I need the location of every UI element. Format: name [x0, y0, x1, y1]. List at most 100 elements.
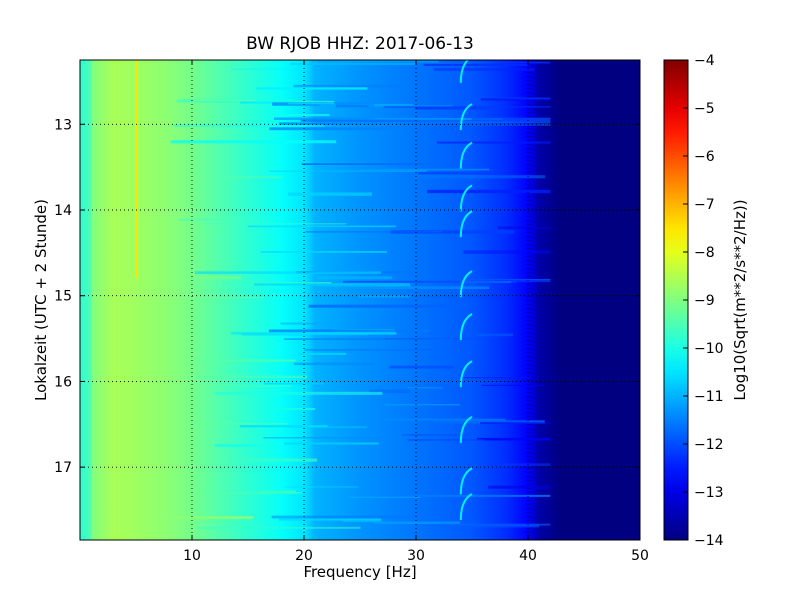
- spectrogram-streak: [390, 230, 515, 234]
- y-tick-label: 17: [54, 460, 72, 476]
- y-tick-label: 15: [54, 289, 72, 305]
- spectrogram-streak: [369, 389, 410, 394]
- drifting-tone-segment: [459, 493, 473, 521]
- spectrogram-streak: [348, 496, 421, 498]
- colorbar: −4 −5 −6 −7 −8 −9 −10 −11 −12 −13 −14 Log10(Sqrt(m…: [663, 53, 749, 549]
- colorbar-tick-label: −13: [694, 485, 724, 501]
- spectrogram-streak: [298, 352, 346, 355]
- spectrogram-streak: [280, 322, 339, 325]
- spectrogram-streak: [285, 486, 358, 488]
- spectrogram-streak: [195, 271, 382, 274]
- colorbar-tick-label: −14: [694, 533, 724, 549]
- spectrogram-streak: [279, 114, 330, 116]
- spectrogram-streak: [195, 375, 308, 379]
- spectrogram-streak: [401, 494, 551, 497]
- spectrogram-streak: [423, 64, 529, 66]
- spectrogram-streak: [269, 127, 404, 131]
- spectrogram-streak: [277, 407, 316, 410]
- spectrogram-streak: [247, 225, 396, 228]
- spectrogram-streak: [384, 404, 460, 406]
- spectrogram-streak: [342, 520, 382, 523]
- x-axis-label: Frequency [Hz]: [303, 563, 416, 581]
- low-frequency-edge: [80, 60, 92, 540]
- colorbar-tick-label: −4: [694, 53, 715, 69]
- narrow-spectral-line: [135, 60, 137, 279]
- spectrogram-streak: [263, 437, 402, 439]
- spectrogram-streak: [367, 105, 453, 107]
- drifting-tone-segment: [459, 60, 470, 83]
- spectrogram-streak: [407, 439, 485, 441]
- drifting-tone-segment: [459, 141, 473, 169]
- spectrogram-streak: [222, 282, 332, 284]
- spectrogram-streak: [437, 141, 551, 144]
- spectrogram-streak: [358, 295, 410, 298]
- spectrogram-streak: [178, 218, 222, 221]
- spectrogram-streak: [480, 98, 551, 101]
- spectrogram-streak: [432, 420, 545, 424]
- spectrogram-streak: [268, 329, 430, 333]
- spectrogram-streak: [438, 523, 551, 526]
- spectrogram-streak: [271, 515, 444, 519]
- spectrogram-streak: [301, 163, 443, 165]
- colorbar-tick-label: −11: [694, 389, 724, 405]
- spectrogram-streak: [197, 526, 361, 529]
- spectrogram-streak: [317, 285, 411, 288]
- spectrogram-streak: [225, 176, 283, 179]
- spectrogram-streak: [258, 490, 296, 493]
- y-tick-label: 16: [54, 374, 72, 390]
- spectrogram-streak: [317, 276, 393, 280]
- spectrogram-streak: [204, 223, 347, 225]
- spectrogram-streak: [389, 365, 454, 369]
- y-axis-ticks: 13 14 15 16 17: [54, 117, 640, 476]
- spectrogram-streak: [418, 171, 500, 175]
- spectrogram-streak: [187, 297, 265, 299]
- x-tick-label: 20: [295, 548, 313, 564]
- spectrogram-streak: [462, 279, 551, 281]
- plot-area: [79, 59, 641, 541]
- spectrogram-streak: [288, 192, 372, 196]
- spectrogram-streak: [231, 331, 397, 335]
- plot-frame: [79, 59, 641, 541]
- spectrogram-streak: [254, 283, 411, 286]
- spectrogram-streak: [173, 124, 325, 127]
- spectrogram-streak: [460, 281, 511, 283]
- spectrogram-streak: [293, 84, 401, 88]
- colorbar-tick-label: −12: [694, 437, 724, 453]
- spectrogram-background: [80, 60, 640, 540]
- spectrogram-streak: [304, 349, 458, 351]
- spectrogram-streak: [481, 384, 545, 386]
- spectrogram-streak: [335, 104, 374, 108]
- spectrogram-features: [135, 60, 473, 521]
- drifting-tone-segment: [459, 184, 473, 212]
- spectrogram-streak: [490, 463, 551, 466]
- spectrogram-streak: [170, 140, 337, 144]
- spectrogram-streak: [476, 333, 514, 337]
- drifting-tone-segment: [459, 360, 473, 388]
- spectrogram-streak: [269, 170, 427, 172]
- x-tick-label: 30: [407, 548, 425, 564]
- spectrogram-streak: [407, 387, 443, 389]
- y-tick-label: 13: [54, 117, 72, 133]
- spectrogram-streak: [240, 101, 295, 104]
- spectrogram-streak: [305, 231, 442, 233]
- spectrogram-streak: [192, 423, 288, 425]
- spectrogram-streak: [214, 444, 267, 447]
- spectrogram-streak: [290, 63, 416, 65]
- spectrogram-streaks: [80, 60, 551, 540]
- spectrogram-streak: [494, 280, 551, 283]
- grid-lines: [80, 60, 640, 540]
- spectrogram-streak: [463, 250, 551, 254]
- spectrogram-streak: [170, 516, 254, 520]
- spectrogram-streak: [214, 391, 383, 395]
- spectrogram-streak: [498, 226, 551, 229]
- colorbar-label: Log10(Sqrt(m**2/s**2/Hz)): [731, 199, 749, 400]
- spectrogram-streak: [229, 458, 318, 462]
- spectrogram-streak: [412, 175, 546, 179]
- spectrogram-streak: [333, 60, 439, 63]
- spectrogram-streak: [308, 304, 468, 308]
- spectrogram-streak: [349, 286, 490, 290]
- spectrogram-streak: [288, 102, 335, 105]
- spectrogram-streak: [204, 492, 302, 495]
- spectrogram-streak: [343, 280, 517, 283]
